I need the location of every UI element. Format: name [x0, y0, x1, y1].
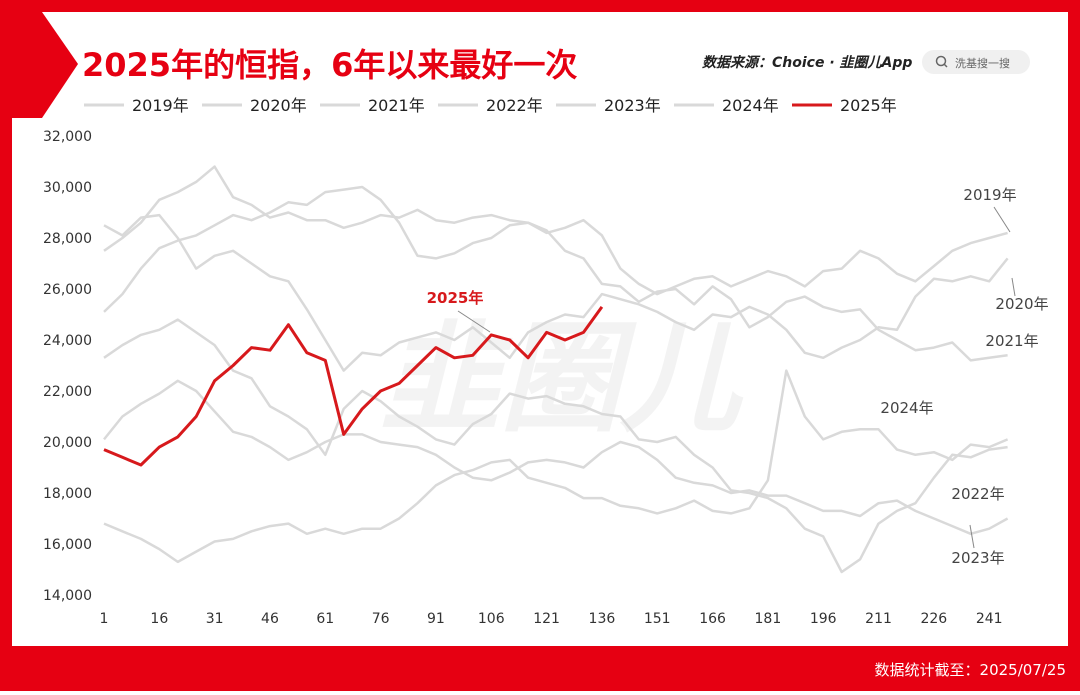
- series-line: [103, 379, 1009, 536]
- x-tick-label: 46: [261, 611, 279, 627]
- x-tick-label: 76: [372, 611, 390, 627]
- y-tick-label: 24,000: [43, 333, 92, 349]
- source: 数据来源：Choice · 韭圈儿App: [702, 54, 912, 71]
- x-tick-label: 166: [699, 611, 726, 627]
- annotation: 2025年: [427, 289, 484, 307]
- search-icon-handle: [943, 63, 948, 68]
- annotation: 2024年: [880, 399, 933, 417]
- annotation-leader: [993, 206, 1011, 233]
- legend-label: 2024年: [722, 96, 779, 115]
- series-line: [103, 306, 604, 467]
- annotation: 2021年: [985, 332, 1038, 350]
- y-tick-label: 22,000: [43, 384, 92, 400]
- title: 2025年的恒指，6年以来最好一次: [82, 46, 577, 84]
- legend-label: 2025年: [840, 96, 897, 115]
- search-text: 洗基搜一搜: [955, 56, 1010, 70]
- search-icon: [935, 55, 947, 67]
- legend-label: 2019年: [132, 96, 189, 115]
- y-tick-label: 28,000: [43, 231, 92, 247]
- annotation-leader: [1011, 277, 1016, 297]
- series-line: [103, 165, 1008, 362]
- series-line: [103, 318, 1008, 574]
- annotation: 2019年: [963, 186, 1016, 204]
- x-tick-label: 106: [478, 611, 505, 627]
- x-tick-label: 211: [865, 611, 892, 627]
- y-tick-label: 26,000: [43, 282, 92, 298]
- series-line: [103, 185, 1008, 313]
- search-box[interactable]: [922, 50, 1030, 74]
- series-line: [103, 369, 1009, 564]
- legend-label: 2020年: [250, 96, 307, 115]
- y-tick-label: 14,000: [43, 588, 92, 604]
- corner-arrow: [12, 12, 78, 118]
- x-tick-label: 91: [427, 611, 445, 627]
- x-tick-label: 121: [533, 611, 560, 627]
- x-tick-label: 241: [976, 611, 1003, 627]
- annotation: 2023年: [951, 549, 1004, 567]
- x-tick-label: 136: [589, 611, 616, 627]
- legend-label: 2023年: [604, 96, 661, 115]
- y-tick-label: 20,000: [43, 435, 92, 451]
- x-tick-label: 151: [644, 611, 671, 627]
- y-tick-label: 18,000: [43, 486, 92, 502]
- x-tick-label: 1: [100, 611, 109, 627]
- annotation-leader: [457, 310, 491, 333]
- series-line: [103, 213, 1009, 372]
- y-tick-label: 32,000: [43, 129, 92, 145]
- y-tick-label: 30,000: [43, 180, 92, 196]
- legend-label: 2022年: [486, 96, 543, 115]
- annotation: 2022年: [951, 485, 1004, 503]
- x-tick-label: 226: [920, 611, 947, 627]
- annotation: 2020年: [995, 295, 1048, 313]
- x-tick-label: 16: [150, 611, 168, 627]
- y-tick-label: 16,000: [43, 537, 92, 553]
- footer-note: 数据统计截至：2025/07/25: [875, 661, 1066, 679]
- x-tick-label: 196: [810, 611, 837, 627]
- legend-label: 2021年: [368, 96, 425, 115]
- x-tick-label: 31: [206, 611, 224, 627]
- x-tick-label: 61: [316, 611, 334, 627]
- x-tick-label: 181: [755, 611, 782, 627]
- annotation-leader: [969, 524, 975, 549]
- watermark: 韭圈儿: [380, 310, 744, 449]
